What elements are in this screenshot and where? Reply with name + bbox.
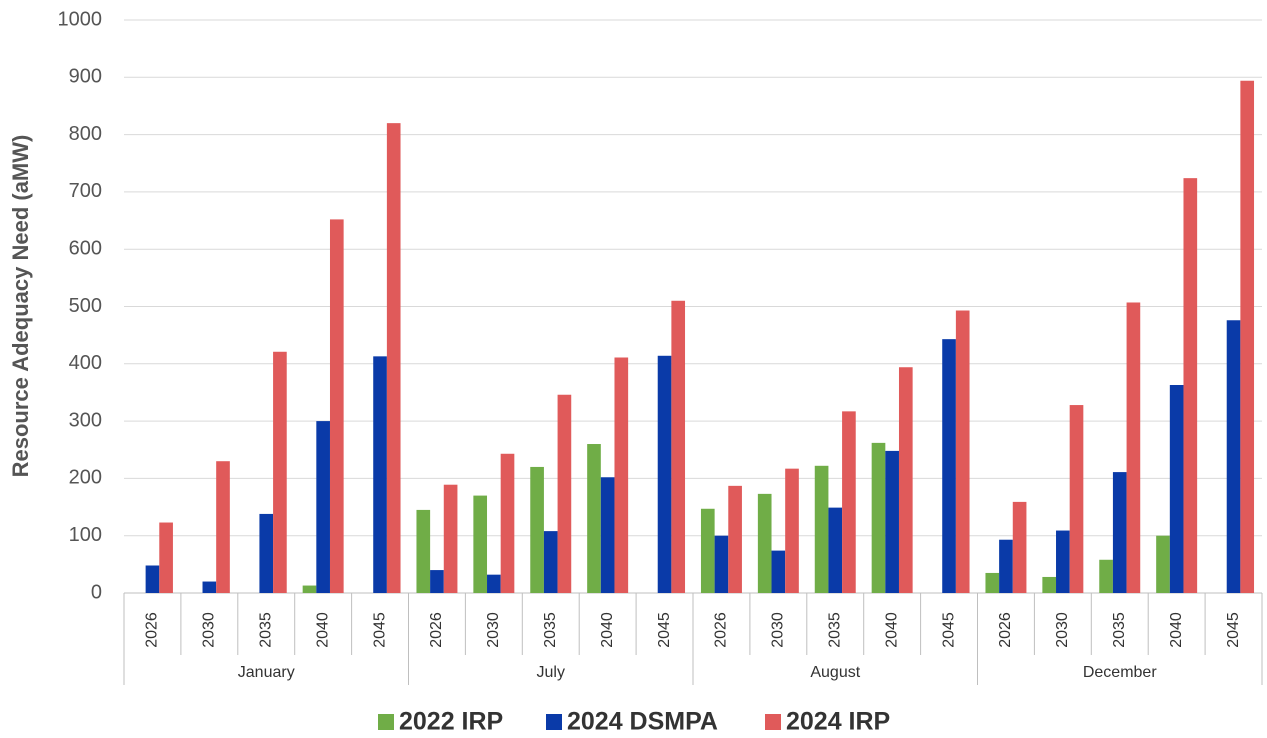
bar bbox=[159, 522, 173, 593]
bar bbox=[302, 585, 317, 593]
y-axis-title: Resource Adequacy Need (aMW) bbox=[8, 135, 33, 478]
bar bbox=[416, 509, 431, 593]
bar bbox=[587, 444, 601, 593]
bar bbox=[842, 411, 856, 593]
group-label: December bbox=[1083, 664, 1157, 681]
group-label: July bbox=[537, 664, 565, 681]
y-tick-label: 0 bbox=[91, 581, 102, 603]
y-tick-label: 700 bbox=[69, 180, 102, 202]
bar bbox=[671, 300, 686, 593]
x-tick-label: 2030 bbox=[770, 612, 787, 648]
bar bbox=[1126, 302, 1141, 593]
bar bbox=[828, 507, 843, 593]
bar bbox=[1169, 385, 1184, 593]
x-tick-label: 2035 bbox=[542, 612, 559, 648]
bar bbox=[757, 493, 772, 593]
legend-label: 2022 IRP bbox=[399, 708, 503, 736]
x-tick-label: 2026 bbox=[997, 612, 1014, 648]
x-tick-label: 2035 bbox=[826, 612, 843, 648]
bar bbox=[785, 468, 799, 593]
x-tick-label: 2040 bbox=[314, 612, 331, 648]
bar bbox=[885, 450, 899, 593]
bar bbox=[316, 421, 330, 593]
x-tick-label: 2035 bbox=[257, 612, 274, 648]
y-tick-label: 1000 bbox=[58, 8, 103, 30]
x-tick-label: 2026 bbox=[428, 612, 445, 648]
bar bbox=[600, 477, 615, 593]
bar bbox=[500, 453, 515, 593]
bar bbox=[714, 535, 729, 593]
bar bbox=[1183, 178, 1198, 593]
bar bbox=[1156, 535, 1170, 593]
y-tick-label: 500 bbox=[69, 295, 102, 317]
x-tick-label: 2045 bbox=[371, 612, 388, 648]
bar bbox=[373, 356, 387, 593]
legend-label: 2024 DSMPA bbox=[567, 708, 718, 736]
bar bbox=[985, 572, 1000, 593]
bar bbox=[530, 466, 544, 593]
x-tick-label: 2030 bbox=[201, 612, 218, 648]
x-tick-label: 2026 bbox=[144, 612, 161, 648]
bar bbox=[443, 484, 458, 593]
bar bbox=[329, 219, 344, 594]
bar bbox=[728, 485, 742, 593]
group-label: August bbox=[810, 664, 860, 681]
bar bbox=[202, 581, 217, 593]
x-tick-label: 2040 bbox=[599, 612, 616, 648]
bar bbox=[487, 574, 501, 593]
bar bbox=[1042, 576, 1057, 593]
bar bbox=[614, 357, 629, 593]
x-tick-label: 2045 bbox=[940, 612, 957, 648]
bar bbox=[216, 461, 230, 593]
x-tick-label: 2030 bbox=[1054, 612, 1071, 648]
bar bbox=[145, 565, 160, 593]
bar bbox=[955, 310, 970, 593]
bar bbox=[543, 531, 558, 593]
bar bbox=[473, 495, 488, 593]
bar bbox=[1012, 501, 1027, 593]
bar bbox=[999, 539, 1013, 593]
x-tick-label: 2026 bbox=[713, 612, 730, 648]
bar bbox=[700, 508, 715, 593]
bar bbox=[430, 570, 444, 593]
y-tick-label: 600 bbox=[69, 237, 102, 259]
bar bbox=[1226, 320, 1241, 593]
bar bbox=[273, 351, 287, 593]
group-label: January bbox=[238, 664, 295, 681]
y-tick-label: 100 bbox=[69, 524, 102, 546]
legend-swatch bbox=[765, 714, 781, 730]
bar bbox=[557, 394, 572, 593]
y-tick-label: 200 bbox=[69, 467, 102, 489]
y-tick-label: 300 bbox=[69, 409, 102, 431]
bar bbox=[1056, 530, 1070, 593]
x-tick-label: 2040 bbox=[883, 612, 900, 648]
x-tick-label: 2045 bbox=[656, 612, 673, 648]
x-tick-label: 2035 bbox=[1111, 612, 1128, 648]
y-tick-label: 900 bbox=[69, 66, 102, 88]
bar bbox=[259, 513, 274, 593]
bar bbox=[1240, 80, 1255, 594]
bar bbox=[898, 367, 913, 593]
x-tick-label: 2045 bbox=[1225, 612, 1242, 648]
bar bbox=[942, 339, 956, 593]
y-tick-label: 800 bbox=[69, 123, 102, 145]
bar bbox=[814, 465, 829, 593]
x-tick-label: 2030 bbox=[485, 612, 502, 648]
bar bbox=[386, 123, 401, 593]
bar bbox=[871, 442, 886, 593]
bar bbox=[771, 550, 786, 593]
y-tick-label: 400 bbox=[69, 352, 102, 374]
bar bbox=[1099, 559, 1113, 593]
legend-swatch bbox=[546, 714, 562, 730]
legend-swatch bbox=[378, 714, 394, 730]
x-tick-label: 2040 bbox=[1168, 612, 1185, 648]
bar bbox=[657, 355, 672, 593]
bar bbox=[1069, 405, 1084, 593]
bar bbox=[1112, 472, 1127, 593]
legend-label: 2024 IRP bbox=[786, 708, 890, 736]
